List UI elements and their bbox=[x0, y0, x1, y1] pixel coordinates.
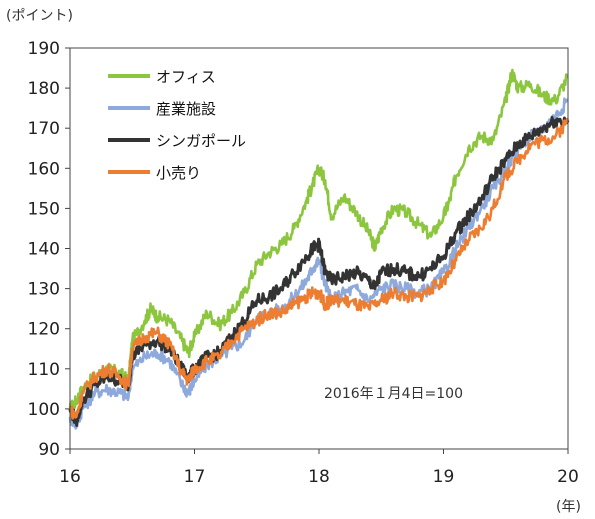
series-line bbox=[68, 97, 569, 430]
x-tick-label: 17 bbox=[184, 467, 206, 487]
y-axis-ticks: 90 100 110 120 130 140 150 160 170 180 190 bbox=[28, 39, 70, 460]
y-tick-label: 180 bbox=[28, 79, 60, 99]
y-axis-unit-label: (ポイント) bbox=[6, 8, 73, 24]
legend-label: オフィス bbox=[156, 68, 216, 86]
legend-label: 小売り bbox=[156, 164, 201, 182]
y-tick-label: 120 bbox=[28, 320, 60, 340]
y-tick-label: 150 bbox=[28, 199, 60, 219]
y-tick-label: 190 bbox=[28, 39, 60, 59]
series-line bbox=[68, 115, 570, 427]
x-tick-label: 19 bbox=[433, 467, 455, 487]
series-line bbox=[68, 117, 570, 420]
y-tick-label: 170 bbox=[28, 119, 60, 139]
y-tick-label: 100 bbox=[28, 400, 60, 420]
x-axis-unit-label: (年) bbox=[556, 499, 581, 515]
y-tick-label: 110 bbox=[28, 360, 60, 380]
y-tick-label: 130 bbox=[28, 280, 60, 300]
series-lines bbox=[68, 68, 570, 430]
series-line bbox=[68, 68, 569, 414]
y-tick-label: 160 bbox=[28, 159, 60, 179]
axis-labels: (ポイント) (年) bbox=[6, 8, 581, 515]
x-tick-label: 16 bbox=[59, 467, 81, 487]
plot-frame bbox=[69, 47, 569, 450]
x-axis-ticks: 16 17 18 19 20 bbox=[59, 449, 579, 487]
legend-label: シンガポール bbox=[156, 132, 246, 150]
x-tick-label: 18 bbox=[308, 467, 330, 487]
legend-label: 産業施設 bbox=[156, 100, 216, 118]
x-tick-label: 20 bbox=[557, 467, 579, 487]
base-date-annotation: 2016年１月4日=100 bbox=[324, 386, 463, 402]
y-tick-label: 90 bbox=[38, 440, 60, 460]
y-tick-label: 140 bbox=[28, 240, 60, 260]
